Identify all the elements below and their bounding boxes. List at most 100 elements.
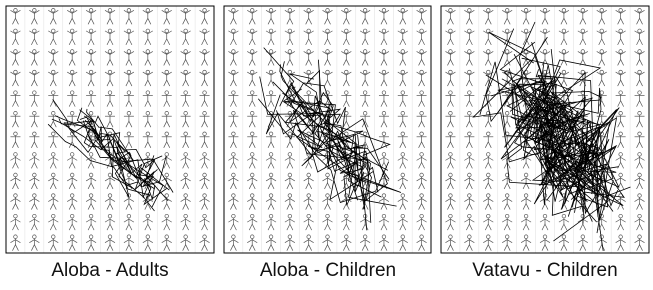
- stick-figure: [29, 235, 39, 251]
- stick-figure: [228, 111, 238, 127]
- head: [33, 8, 37, 12]
- head: [108, 70, 112, 74]
- head: [232, 8, 236, 12]
- legs: [306, 162, 312, 168]
- legs: [419, 80, 425, 86]
- stick-figure: [247, 194, 257, 210]
- stick-figure: [67, 29, 77, 45]
- legs: [504, 245, 510, 251]
- head: [184, 8, 188, 12]
- head: [127, 173, 131, 177]
- head: [250, 50, 254, 54]
- legs: [542, 245, 548, 251]
- head: [70, 50, 74, 54]
- head: [307, 173, 311, 177]
- legs: [230, 39, 236, 45]
- head: [70, 153, 74, 157]
- head: [33, 153, 37, 157]
- stick-figure: [379, 91, 389, 107]
- stick-figure: [483, 194, 493, 210]
- stick-figure: [200, 173, 210, 189]
- legs: [466, 18, 472, 24]
- head: [51, 111, 55, 115]
- stick-figure: [200, 70, 210, 86]
- head: [203, 50, 207, 54]
- stick-figure: [398, 132, 408, 148]
- legs: [618, 142, 624, 148]
- head: [420, 29, 424, 33]
- head: [269, 214, 273, 218]
- stick-figure: [597, 91, 607, 107]
- legs: [107, 80, 113, 86]
- head: [420, 8, 424, 12]
- stick-figure: [29, 214, 39, 230]
- legs: [107, 224, 113, 230]
- stick-figure: [578, 29, 588, 45]
- trajectories: [258, 48, 401, 231]
- stick-figure: [304, 8, 314, 24]
- head: [33, 235, 37, 239]
- stick-figure: [48, 153, 58, 169]
- stick-figure: [559, 50, 569, 66]
- stick-figure: [635, 50, 645, 66]
- stick-figure: [143, 29, 153, 45]
- stick-figure: [285, 29, 295, 45]
- head: [449, 50, 453, 54]
- head: [146, 111, 150, 115]
- stick-figure: [143, 111, 153, 127]
- head: [51, 8, 55, 12]
- legs: [580, 18, 586, 24]
- legs: [50, 183, 56, 189]
- stick-figure: [228, 173, 238, 189]
- legs: [230, 224, 236, 230]
- stick-figure: [379, 235, 389, 251]
- legs: [88, 59, 94, 65]
- legs: [325, 18, 331, 24]
- stick-figure: [67, 8, 77, 24]
- legs: [400, 59, 406, 65]
- head: [250, 214, 254, 218]
- stick-figure: [502, 8, 512, 24]
- head: [600, 29, 604, 33]
- legs: [126, 121, 132, 127]
- head: [307, 235, 311, 239]
- head: [70, 91, 74, 95]
- legs: [183, 224, 189, 230]
- stick-figure: [266, 235, 276, 251]
- stick-figure: [464, 153, 474, 169]
- stick-figure: [10, 214, 20, 230]
- head: [14, 50, 18, 54]
- head: [505, 50, 509, 54]
- head: [307, 214, 311, 218]
- legs: [249, 204, 255, 210]
- legs: [12, 204, 18, 210]
- stick-figure: [67, 50, 77, 66]
- stick-figure: [67, 70, 77, 86]
- stick-figure: [323, 70, 333, 86]
- head: [600, 50, 604, 54]
- legs: [145, 80, 151, 86]
- stick-figure: [379, 8, 389, 24]
- stick-figure: [10, 153, 20, 169]
- head: [619, 173, 623, 177]
- head: [449, 235, 453, 239]
- legs: [202, 204, 208, 210]
- legs: [306, 204, 312, 210]
- stick-figure: [464, 8, 474, 24]
- legs: [485, 59, 491, 65]
- stick-figure: [162, 70, 172, 86]
- legs: [306, 39, 312, 45]
- head: [70, 8, 74, 12]
- stick-figure: [143, 50, 153, 66]
- stick-figure: [285, 235, 295, 251]
- legs: [183, 142, 189, 148]
- head: [345, 214, 349, 218]
- stick-figure: [398, 50, 408, 66]
- head: [51, 50, 55, 54]
- legs: [164, 101, 170, 107]
- legs: [145, 245, 151, 251]
- head: [203, 132, 207, 136]
- legs: [447, 142, 453, 148]
- legs: [69, 245, 75, 251]
- head: [420, 132, 424, 136]
